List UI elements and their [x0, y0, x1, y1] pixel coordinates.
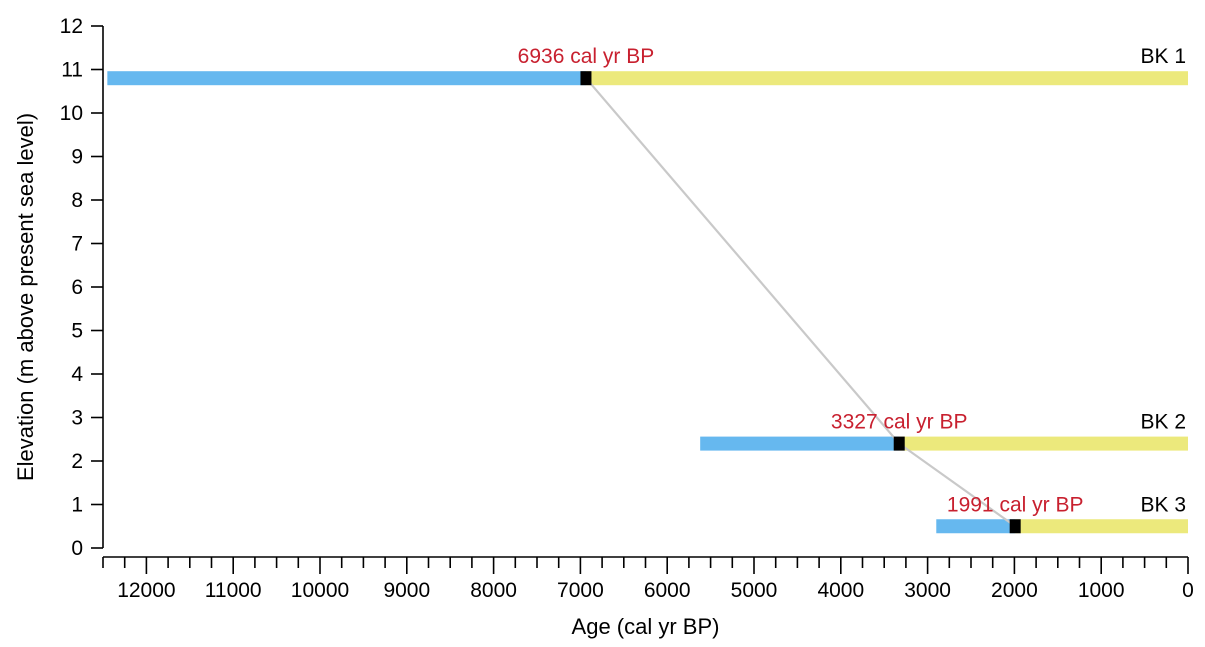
date-label-2: 3327 cal yr BP: [831, 411, 968, 434]
x-tick-label: 2000: [991, 579, 1038, 602]
y-axis-title: Elevation (m above present sea level): [13, 113, 38, 481]
bar-post-1: [585, 71, 1188, 86]
x-tick-label: 5000: [731, 579, 778, 602]
y-tick-label: 1: [71, 494, 83, 517]
x-tick-label: 8000: [470, 579, 517, 602]
markers-layer: [580, 71, 1021, 534]
y-tick-label: 3: [71, 407, 83, 430]
date-marker-1: [580, 71, 592, 86]
x-tick-label: 10000: [291, 579, 349, 602]
date-label-1: 6936 cal yr BP: [518, 45, 655, 68]
connector-layer: [585, 77, 1016, 528]
y-tick-label: 11: [61, 59, 83, 82]
labels-layer: 6936 cal yr BP BK 1 3327 cal yr BP BK 2 1991…: [60, 15, 1194, 602]
ticks-layer: [91, 25, 1189, 574]
date-marker-3: [1009, 519, 1021, 534]
y-tick-label: 8: [71, 189, 83, 212]
connector-line: [585, 77, 1016, 528]
bar-post-3: [1015, 519, 1188, 534]
x-tick-label: 11000: [205, 579, 262, 602]
date-label-3: 1991 cal yr BP: [947, 493, 1084, 516]
y-tick-label: 7: [71, 233, 83, 256]
series-label-1: BK 1: [1140, 45, 1186, 68]
y-tick-label: 0: [71, 537, 83, 560]
y-tick-label: 12: [60, 15, 83, 38]
axes-layer: [102, 26, 1188, 558]
x-tick-label: 7000: [557, 579, 604, 602]
x-tick-label: 1000: [1078, 579, 1125, 602]
series-label-3: BK 3: [1140, 493, 1186, 516]
x-tick-label: 9000: [383, 579, 430, 602]
y-tick-label: 4: [71, 363, 83, 386]
bar-pre-3: [936, 519, 1016, 534]
series-label-2: BK 2: [1140, 411, 1186, 434]
y-tick-label: 10: [60, 102, 83, 125]
x-tick-label: 6000: [644, 579, 691, 602]
bars-layer: [107, 71, 1188, 534]
date-marker-2: [893, 436, 905, 451]
x-tick-label: 3000: [904, 579, 951, 602]
bar-pre-2: [700, 436, 900, 451]
x-axis-title: Age (cal yr BP): [572, 614, 720, 639]
x-tick-label: 0: [1182, 579, 1194, 602]
y-tick-label: 5: [71, 320, 83, 343]
x-tick-label: 12000: [117, 579, 175, 602]
y-tick-label: 6: [71, 276, 83, 299]
y-tick-label: 9: [71, 146, 83, 169]
y-tick-label: 2: [71, 450, 83, 473]
x-tick-label: 4000: [817, 579, 864, 602]
bar-post-2: [899, 436, 1188, 451]
bar-pre-1: [107, 71, 586, 86]
